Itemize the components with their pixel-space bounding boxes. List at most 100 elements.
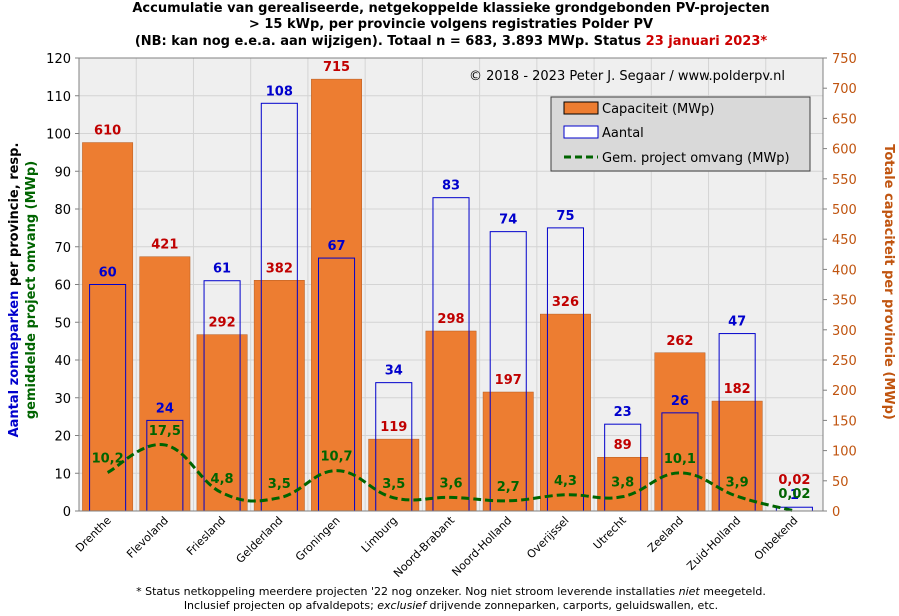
capacity-bar: [711, 400, 763, 512]
right-tick-label: 0: [832, 505, 840, 520]
x-tick-label: Zeeland: [645, 514, 686, 555]
capacity-bar: [82, 142, 134, 512]
capacity-bar: [253, 280, 305, 512]
footnote-line2-b: exclusief: [377, 599, 428, 612]
left-tick-label: 20: [54, 430, 71, 445]
average-label: 0,02: [778, 487, 810, 502]
footnote-line2: Inclusief projecten op afvaldepots; excl…: [184, 599, 718, 612]
right-tick-label: 300: [832, 324, 857, 339]
right-axis-ticks: 0 50 100 150 200 250 300 350 400 450 500 550 600 650 7…: [823, 52, 857, 520]
left-tick-label: 120: [46, 52, 71, 67]
capacity-label: 119: [380, 420, 407, 435]
capacity-label: 298: [437, 312, 464, 327]
x-tick-label: Friesland: [184, 514, 228, 558]
x-tick-label: Overijssel: [524, 514, 571, 561]
average-label: 4,3: [554, 474, 577, 489]
count-label: 60: [99, 266, 117, 281]
left-axis-label-part1: Aantal zonneparken: [7, 291, 22, 438]
right-tick-label: 600: [832, 143, 857, 158]
footnote-line1-c: meegeteld.: [700, 585, 766, 598]
right-tick-label: 150: [832, 414, 857, 429]
count-label: 67: [327, 239, 345, 254]
x-axis-ticks: Drenthe Flevoland Friesland Gelderland Groni…: [73, 513, 800, 580]
average-label: 17,5: [149, 424, 181, 439]
x-tick-label: Zuid-Holland: [684, 514, 743, 573]
capacity-bar: [597, 456, 649, 512]
right-tick-label: 50: [832, 475, 849, 490]
count-label: 24: [156, 401, 174, 416]
x-tick-label: Limburg: [359, 514, 400, 555]
capacity-label: 610: [94, 124, 121, 139]
left-tick-label: 0: [63, 505, 71, 520]
legend: Capaciteit (MWp) Aantal Gem. project omv…: [550, 96, 811, 172]
chart-title-line3-text: (NB: kan nog e.e.a. aan wijzigen). Totaa…: [135, 34, 646, 49]
average-line: [106, 443, 795, 513]
left-tick-label: 90: [54, 165, 71, 180]
average-label: 3,8: [611, 476, 634, 491]
footnote-line2-a: Inclusief projecten op afvaldepots;: [184, 599, 377, 612]
average-label: 3,5: [382, 477, 405, 492]
left-tick-label: 60: [54, 279, 71, 294]
footnote-line1-a: * Status netkoppeling meerdere projecten…: [136, 585, 679, 598]
average-line-group: [106, 443, 795, 513]
capacity-label: 89: [614, 438, 632, 453]
capacity-label: 326: [552, 295, 579, 310]
left-axis-label-line2: gemiddelde project omvang (MWp): [24, 161, 39, 419]
right-tick-label: 500: [832, 203, 857, 218]
x-tick-label: Utrecht: [591, 513, 629, 551]
x-tick-label: Flevoland: [124, 514, 171, 561]
capacity-label: 0,02: [778, 473, 810, 488]
right-tick-label: 700: [832, 82, 857, 97]
footnote-line1-b: niet: [679, 585, 701, 598]
capacity-bars: [82, 78, 820, 512]
average-label: 10,7: [320, 450, 352, 465]
right-tick-label: 100: [832, 445, 857, 460]
right-tick-label: 250: [832, 354, 857, 369]
left-tick-label: 110: [46, 90, 71, 105]
legend-label-count: Aantal: [602, 126, 644, 141]
capacity-label: 182: [724, 382, 751, 397]
count-label: 1: [790, 488, 799, 503]
x-tick-label: Drenthe: [73, 514, 114, 555]
right-axis-label: Totale capaciteit per provincie (MWp): [881, 144, 896, 420]
count-label: 108: [266, 84, 293, 99]
right-tick-label: 650: [832, 112, 857, 127]
left-axis-ticks: 0 10 20 30 40 50 60 70 80 90 100 110 120: [46, 52, 79, 520]
left-axis-label: Aantal zonneparken per provincie, resp.: [7, 143, 22, 438]
capacity-label: 382: [266, 261, 293, 276]
chart-title-line2: > 15 kWp, per provincie volgens registra…: [249, 17, 653, 32]
right-tick-label: 450: [832, 233, 857, 248]
average-label: 2,7: [497, 480, 520, 495]
legend-label-capacity: Capaciteit (MWp): [602, 102, 714, 117]
left-tick-label: 80: [54, 203, 71, 218]
capacity-label: 292: [209, 316, 236, 331]
average-label: 10,1: [664, 452, 696, 467]
capacity-bar: [311, 78, 362, 512]
capacity-bar: [540, 313, 591, 512]
left-tick-label: 10: [54, 467, 71, 482]
x-tick-label: Noord-Brabant: [391, 513, 458, 580]
x-tick-label: Onbekend: [752, 514, 801, 563]
average-label: 3,6: [439, 476, 462, 491]
average-label: 3,5: [268, 477, 291, 492]
legend-label-average: Gem. project omvang (MWp): [602, 151, 790, 166]
footnote-line2-c: drijvende zonneparken, carports, geluids…: [426, 599, 718, 612]
left-tick-label: 40: [54, 354, 71, 369]
capacity-label: 715: [323, 60, 350, 75]
right-tick-label: 350: [832, 294, 857, 309]
count-label: 47: [728, 315, 746, 330]
count-label: 23: [614, 405, 632, 420]
count-label: 34: [385, 364, 403, 379]
count-label: 61: [213, 262, 231, 277]
average-label: 10,2: [92, 451, 124, 466]
count-label: 26: [671, 394, 689, 409]
right-tick-label: 750: [832, 52, 857, 67]
legend-swatch-capacity: [563, 101, 599, 115]
capacity-bar: [425, 330, 477, 512]
count-label: 75: [556, 209, 574, 224]
right-tick-label: 550: [832, 173, 857, 188]
capacity-bar: [482, 391, 534, 512]
x-tick-label: Noord-Holland: [449, 514, 514, 579]
chart-title-line1: Accumulatie van gerealiseerde, netgekopp…: [132, 1, 769, 16]
data-labels: 610 421 292 382 715 119 298 197 326 89 262 182 0,02 6…: [92, 60, 811, 503]
